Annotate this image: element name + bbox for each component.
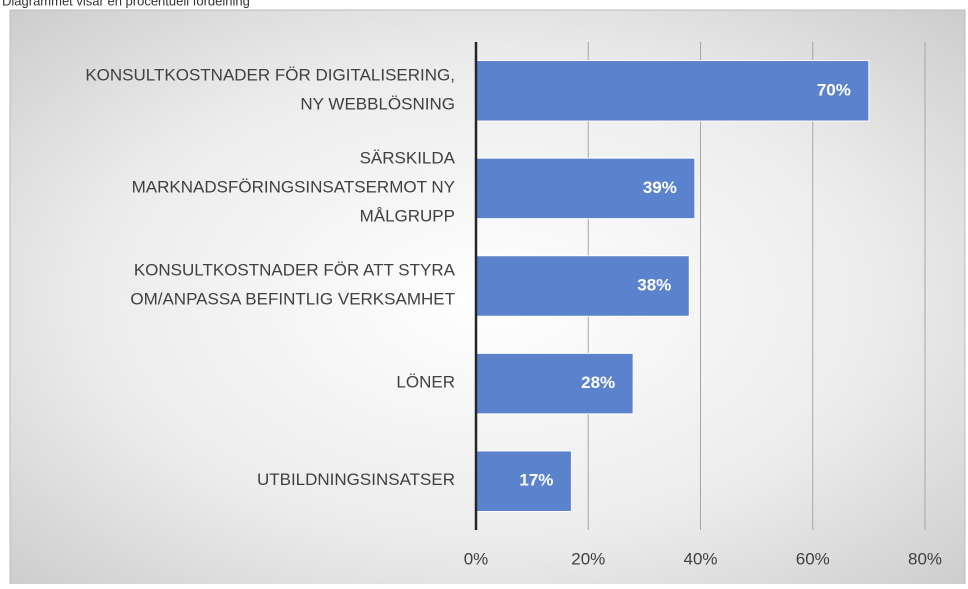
x-tick-label: 40% — [683, 549, 717, 568]
value-label: 70% — [817, 80, 851, 99]
y-tick-label-line: KONSULTKOSTNADER FÖR DIGITALISERING, — [85, 66, 455, 85]
y-tick-label: UTBILDNINGSINSATSER — [257, 471, 455, 490]
value-label: 38% — [637, 275, 671, 294]
y-tick-label-line: NY WEBBLÖSNING — [300, 95, 455, 114]
x-tick-label: 0% — [464, 549, 489, 568]
value-label: 39% — [643, 178, 677, 197]
y-tick-label-line: UTBILDNINGSINSATSER — [257, 471, 455, 490]
bar — [475, 352, 634, 415]
y-tick-label: KONSULTKOSTNADER FÖR DIGITALISERING, NY W… — [85, 66, 455, 114]
y-tick-label-line: KONSULTKOSTNADER FÖR ATT STYRA — [134, 261, 456, 280]
value-label: 28% — [581, 373, 615, 392]
bar — [475, 157, 696, 220]
y-tick-label-line: MÅLGRUPP — [360, 207, 455, 226]
bar — [475, 255, 690, 317]
y-tick-label-line: MARKNADSFÖRINGSINSATSERMOT NY — [132, 178, 455, 197]
x-tick-label: 60% — [796, 549, 830, 568]
bar — [475, 60, 870, 122]
value-label: 17% — [519, 471, 553, 490]
y-tick-label-line: SÄRSKILDA — [360, 149, 456, 168]
bar — [475, 450, 572, 512]
y-tick-label: KONSULTKOSTNADER FÖR ATT STYRA OM/ANPASSA… — [130, 261, 455, 309]
y-tick-label: LÖNER — [396, 373, 455, 392]
x-tick-label: 80% — [908, 549, 942, 568]
y-tick-label: SÄRSKILDA MARKNADSFÖRINGSINSATSERMOT NY MÅ… — [132, 149, 456, 226]
caption: Diagrammet visar en procentuell fördelni… — [2, 0, 250, 8]
y-tick-label-line: OM/ANPASSA BEFINTLIG VERKSAMHET — [130, 290, 455, 309]
y-tick-label-line: LÖNER — [396, 373, 455, 392]
x-tick-label: 20% — [571, 549, 605, 568]
